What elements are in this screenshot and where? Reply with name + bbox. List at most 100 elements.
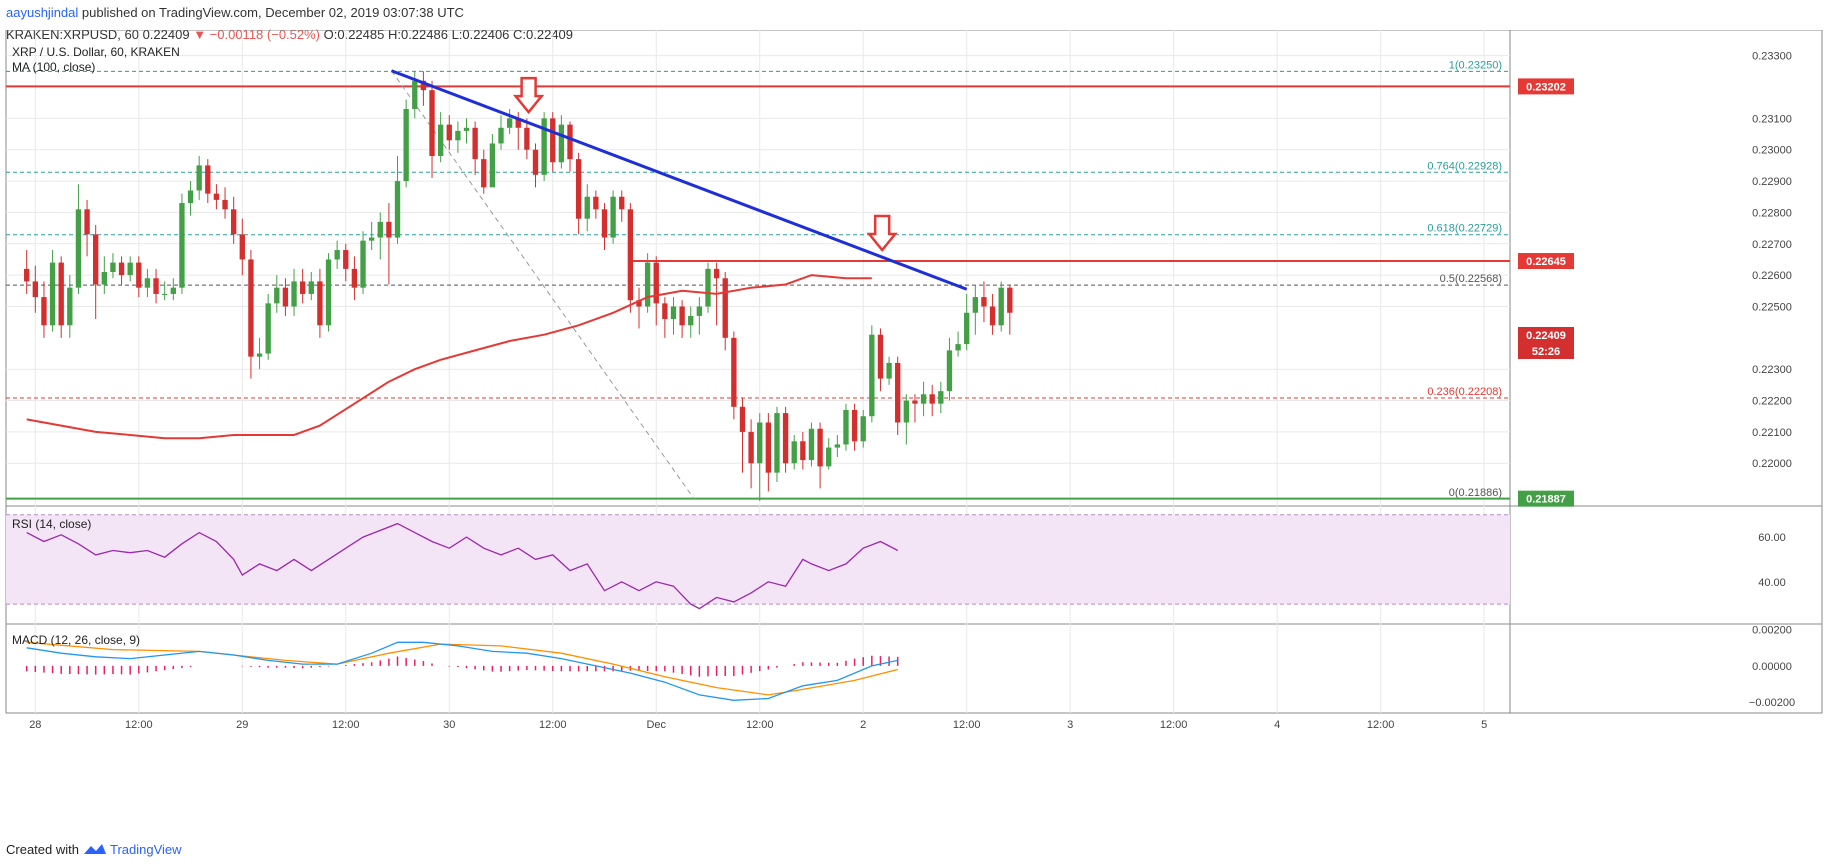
candle-down bbox=[912, 400, 918, 404]
candle-up bbox=[455, 130, 461, 141]
last-price-header: 0.22409 bbox=[142, 27, 190, 42]
candle-down bbox=[429, 90, 435, 156]
price-axis-label: 0.23100 bbox=[1752, 113, 1792, 125]
candle-down bbox=[817, 428, 823, 467]
candle-down bbox=[532, 149, 539, 175]
fib-level-label: 0.618(0.22729) bbox=[1427, 223, 1502, 235]
price-axis-label: 0.22800 bbox=[1752, 207, 1792, 219]
candle-down bbox=[524, 127, 530, 150]
candle-up bbox=[903, 400, 910, 423]
candle-up bbox=[834, 444, 841, 448]
rsi-band bbox=[6, 514, 1510, 605]
time-axis-label: 30 bbox=[443, 719, 455, 731]
candle-down bbox=[248, 259, 254, 357]
candle-up bbox=[955, 344, 961, 351]
candle-down bbox=[222, 199, 228, 210]
ma100-line bbox=[26, 274, 872, 440]
time-axis-label: 3 bbox=[1067, 719, 1073, 731]
bearish-trend-line bbox=[390, 69, 968, 291]
price-axis-label: 0.22100 bbox=[1752, 427, 1792, 439]
footer: Created with TradingView bbox=[6, 838, 182, 862]
candle-up bbox=[403, 108, 409, 182]
price-axis-label: 0.22600 bbox=[1752, 270, 1792, 282]
price-chart[interactable]: 28 12:00 29 12:00 30 12:00 Dec 12:00 2 12:00 3 12:0… bbox=[0, 30, 1828, 830]
candle-up bbox=[377, 221, 383, 238]
candle-up bbox=[49, 262, 56, 326]
candle-down bbox=[653, 262, 659, 304]
candle-up bbox=[688, 315, 694, 326]
candle-down bbox=[343, 250, 349, 269]
candle-down bbox=[84, 209, 90, 235]
publish-header: aayushjindal published on TradingView.co… bbox=[6, 2, 573, 42]
candle-down bbox=[567, 124, 573, 160]
price-axis-label: 0.22500 bbox=[1752, 301, 1792, 313]
fib-level-label: 0.764(0.22928) bbox=[1427, 160, 1502, 172]
support-tag bbox=[1518, 490, 1574, 507]
countdown-tag bbox=[1518, 343, 1574, 360]
candle-up bbox=[938, 391, 944, 404]
candle-up bbox=[101, 272, 107, 285]
candle-down bbox=[136, 262, 142, 288]
time-axis-label: 12:00 bbox=[1160, 719, 1188, 731]
candle-down bbox=[679, 306, 685, 326]
candle-down bbox=[153, 278, 159, 294]
candle-up bbox=[412, 80, 418, 109]
candle-down bbox=[41, 297, 47, 326]
support-label: 0.21887 bbox=[1526, 494, 1566, 506]
candle-up bbox=[325, 259, 332, 326]
candle-up bbox=[644, 262, 651, 307]
candle-up bbox=[75, 209, 82, 288]
macd-line bbox=[26, 641, 898, 701]
candle-down bbox=[239, 234, 245, 260]
candle-up bbox=[489, 143, 496, 188]
candle-up bbox=[972, 297, 978, 313]
macd-axis-label: −0.00200 bbox=[1749, 697, 1795, 709]
publish-info: published on TradingView.com, December 0… bbox=[78, 5, 464, 20]
candle-down bbox=[713, 268, 720, 279]
candle-up bbox=[256, 353, 263, 357]
created-with-label: Created with bbox=[6, 842, 79, 857]
fib-anchor-line bbox=[391, 70, 695, 500]
candle-down bbox=[550, 118, 556, 163]
candle-up bbox=[843, 409, 849, 445]
candle-down bbox=[351, 268, 358, 288]
rsi-line bbox=[26, 522, 899, 610]
candle-down bbox=[472, 127, 478, 160]
candle-up bbox=[394, 181, 401, 238]
chart-title: XRP / U.S. Dollar, 60, KRAKEN bbox=[12, 45, 180, 59]
candle-down bbox=[118, 262, 125, 276]
price-axis-label: 0.22000 bbox=[1752, 458, 1792, 470]
candle-up bbox=[705, 268, 711, 307]
ohlc-values: O:0.22485 H:0.22486 L:0.22406 C:0.22409 bbox=[323, 27, 574, 42]
candle-up bbox=[291, 281, 297, 307]
tradingview-link[interactable]: TradingView bbox=[110, 842, 182, 857]
candle-up bbox=[541, 118, 547, 175]
candle-up bbox=[558, 124, 565, 163]
last-price-label: 0.22409 bbox=[1526, 330, 1566, 342]
candle-up bbox=[162, 293, 168, 295]
author-link[interactable]: aayushjindal bbox=[6, 5, 79, 20]
candle-down bbox=[32, 281, 38, 298]
candle-up bbox=[998, 287, 1004, 326]
resistance-mid-label: 0.22645 bbox=[1526, 256, 1566, 268]
candle-up bbox=[368, 237, 375, 241]
candle-up bbox=[110, 262, 116, 272]
ma-legend: MA (100, close) bbox=[12, 60, 95, 74]
time-axis-label: 12:00 bbox=[1367, 719, 1395, 731]
candle-up bbox=[498, 127, 504, 144]
candle-down bbox=[765, 422, 772, 473]
fib-level-label: 0.5(0.22568) bbox=[1440, 273, 1502, 285]
rsi-legend: RSI (14, close) bbox=[12, 517, 91, 531]
candle-down bbox=[317, 281, 323, 326]
down-arrow-icon bbox=[512, 76, 545, 115]
candle-down bbox=[386, 221, 392, 238]
candle-up bbox=[265, 303, 271, 354]
candle-up bbox=[334, 250, 340, 260]
candle-down bbox=[1007, 287, 1013, 313]
candle-up bbox=[584, 196, 590, 219]
candle-down bbox=[782, 413, 789, 464]
down-arrow-icon bbox=[866, 214, 898, 253]
candle-down bbox=[877, 334, 884, 379]
macd-axis-label: 0.00000 bbox=[1752, 661, 1792, 673]
candle-down bbox=[895, 362, 901, 423]
